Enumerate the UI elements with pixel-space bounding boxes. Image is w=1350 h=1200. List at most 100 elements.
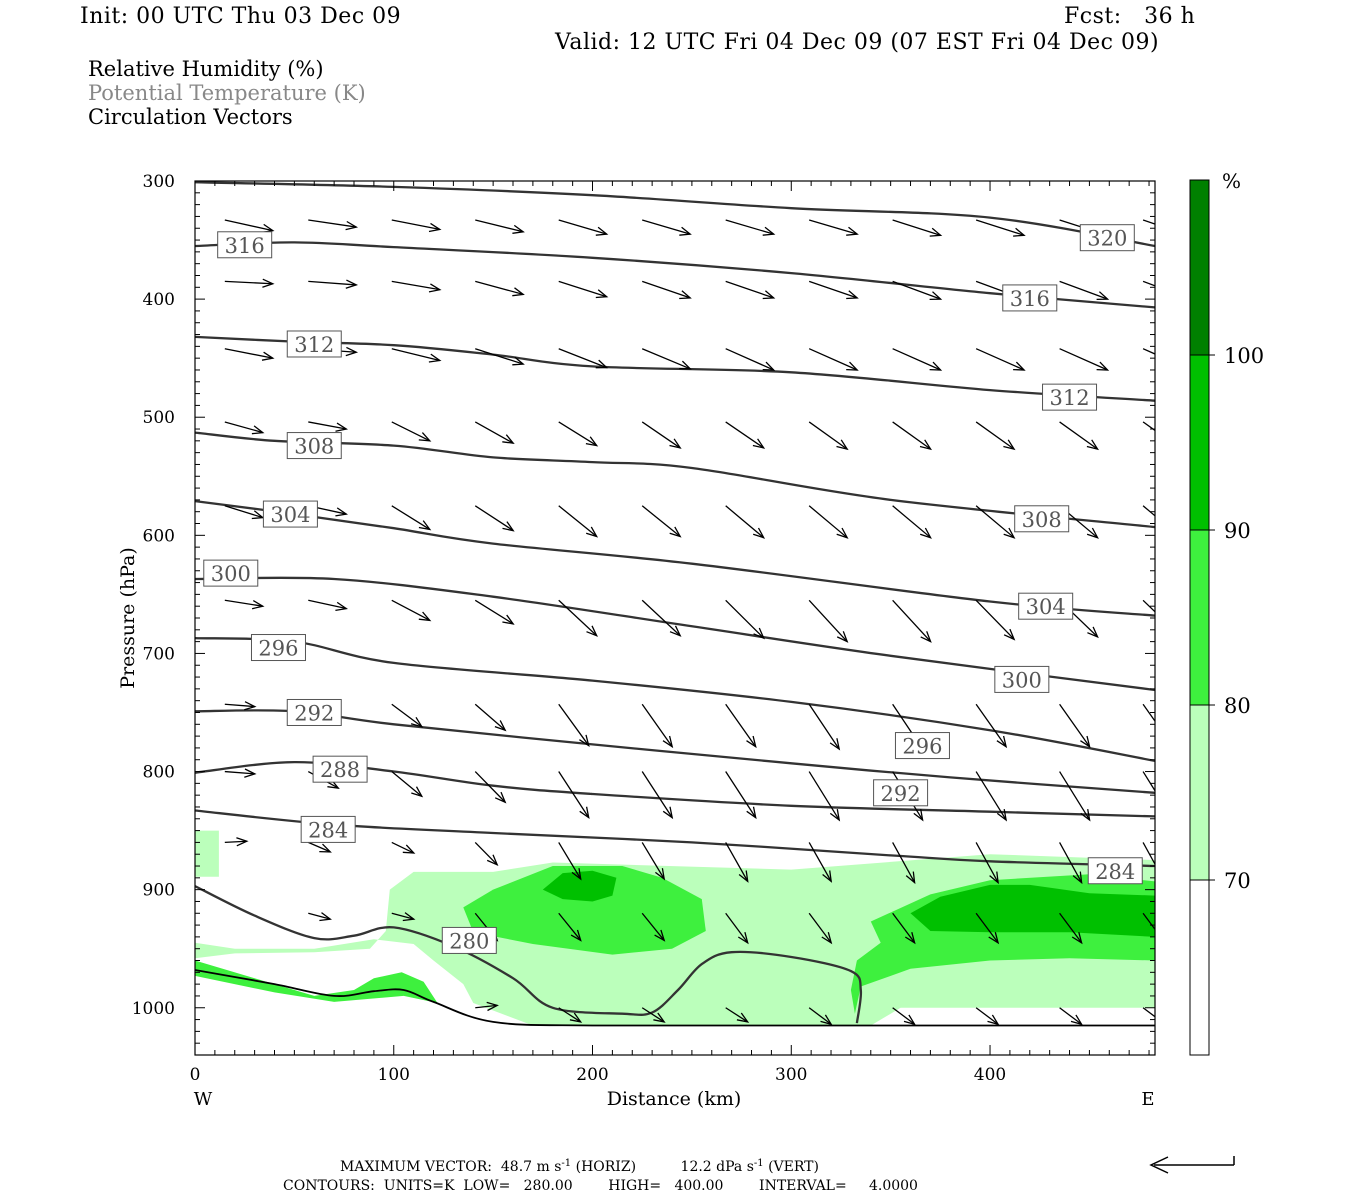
theta-label-316: 316 <box>1002 284 1058 312</box>
vector-shaft <box>558 421 598 447</box>
circulation-vector <box>641 421 682 449</box>
circulation-vector <box>558 348 609 369</box>
theta-label-box <box>217 231 273 259</box>
colorbar-level-label: 100 <box>1224 344 1264 368</box>
circulation-vector <box>808 348 859 371</box>
y-tick-label: 600 <box>143 526 175 546</box>
circulation-vector <box>1059 1007 1084 1026</box>
vector-shaft <box>558 599 598 637</box>
vector-shaft <box>641 348 691 370</box>
theta-label-box <box>286 432 342 460</box>
circulation-vector <box>975 842 999 885</box>
theta-label-text: 320 <box>1087 227 1127 251</box>
valid-time: Valid: 12 UTC Fri 04 Dec 09 (07 EST Fri … <box>555 30 1160 55</box>
circulation-vector <box>1059 348 1110 371</box>
contours-info: CONTOURS: UNITS=K LOW= 280.00 HIGH= 400.… <box>283 1178 918 1194</box>
vector-shaft <box>308 599 347 610</box>
circulation-vector <box>725 842 749 883</box>
theta-label-box <box>300 815 356 843</box>
max-vector-suffix: (VERT) <box>764 1159 819 1175</box>
colorbar-segment <box>1190 880 1209 1055</box>
vector-shaft <box>224 219 273 232</box>
theta-label-box <box>1002 284 1058 312</box>
circulation-vector <box>308 599 349 612</box>
vector-shaft <box>641 421 681 449</box>
circulation-vector <box>391 912 416 922</box>
vector-head <box>402 912 416 922</box>
circulation-vector <box>808 599 849 643</box>
circulation-vector <box>975 219 1026 237</box>
x-tick-label: 400 <box>974 1065 1006 1085</box>
vector-head <box>335 507 349 517</box>
theta-label-box <box>441 926 497 954</box>
circulation-vector <box>725 280 776 300</box>
vector-shaft <box>224 703 255 708</box>
vector-head <box>410 716 424 728</box>
vector-shaft <box>1142 348 1155 355</box>
vector-head <box>418 520 432 531</box>
circulation-vector <box>642 219 692 236</box>
vector-shaft <box>975 421 1015 450</box>
theta-label-text: 296 <box>258 637 298 661</box>
vector-shaft <box>808 842 832 882</box>
circulation-vector <box>892 842 916 885</box>
vector-head <box>846 290 859 300</box>
vector-shaft <box>224 599 263 607</box>
theta-label-box <box>312 755 368 783</box>
theta-label-292: 292 <box>286 698 342 726</box>
vector-head <box>655 868 666 881</box>
y-tick-label: 800 <box>143 763 175 783</box>
theta-label-text: 304 <box>1026 595 1066 619</box>
vector-shaft <box>391 841 415 854</box>
vector-shaft <box>808 771 840 821</box>
circulation-vector <box>558 505 599 538</box>
vector-head <box>319 843 332 853</box>
vector-shaft <box>641 505 681 538</box>
vector-shaft <box>1142 771 1155 793</box>
circulation-vector <box>224 348 275 361</box>
colorbar-segment <box>1190 530 1209 705</box>
circulation-vector <box>641 599 682 637</box>
vector-head <box>1096 361 1110 371</box>
vector-head <box>846 226 859 236</box>
vector-head <box>820 1014 833 1026</box>
x-tick-label: 300 <box>775 1065 807 1085</box>
vector-shaft <box>308 219 357 228</box>
vector-head <box>502 614 515 625</box>
circulation-vector <box>975 348 1026 371</box>
vector-head <box>428 222 442 233</box>
circulation-vector <box>558 912 582 942</box>
circulation-vector <box>224 599 265 610</box>
circulation-vector <box>1142 348 1155 355</box>
vector-shaft <box>641 771 673 818</box>
vector-shaft <box>808 1007 832 1025</box>
circulation-vector <box>1142 842 1155 866</box>
colorbar-unit: % <box>1222 169 1241 193</box>
vector-head <box>571 868 582 881</box>
vector-shaft <box>224 840 247 844</box>
vector-head <box>1180 229 1191 237</box>
vector-head <box>1087 626 1099 639</box>
vector-head <box>1003 439 1016 451</box>
circulation-vector <box>725 703 757 749</box>
vector-shaft <box>475 348 524 365</box>
y-tick-label: 700 <box>143 644 175 664</box>
vector-shaft <box>808 219 858 235</box>
vector-head <box>595 226 609 236</box>
vector-shaft <box>641 1007 665 1023</box>
vector-shaft <box>892 842 916 883</box>
vector-head <box>653 1012 666 1023</box>
theta-label-292: 292 <box>873 779 929 807</box>
vector-head <box>1080 735 1091 749</box>
vector-head <box>251 425 265 435</box>
vector-shaft <box>892 219 941 236</box>
circulation-vector <box>308 841 332 853</box>
vector-head <box>1071 932 1083 945</box>
circulation-vector <box>725 348 776 371</box>
circulation-vector <box>1142 599 1155 613</box>
vector-head <box>1013 361 1026 371</box>
circulation-vector <box>975 912 1000 945</box>
circulation-vector <box>641 280 692 300</box>
vector-shaft <box>474 771 506 803</box>
circulation-vector <box>1059 912 1083 945</box>
